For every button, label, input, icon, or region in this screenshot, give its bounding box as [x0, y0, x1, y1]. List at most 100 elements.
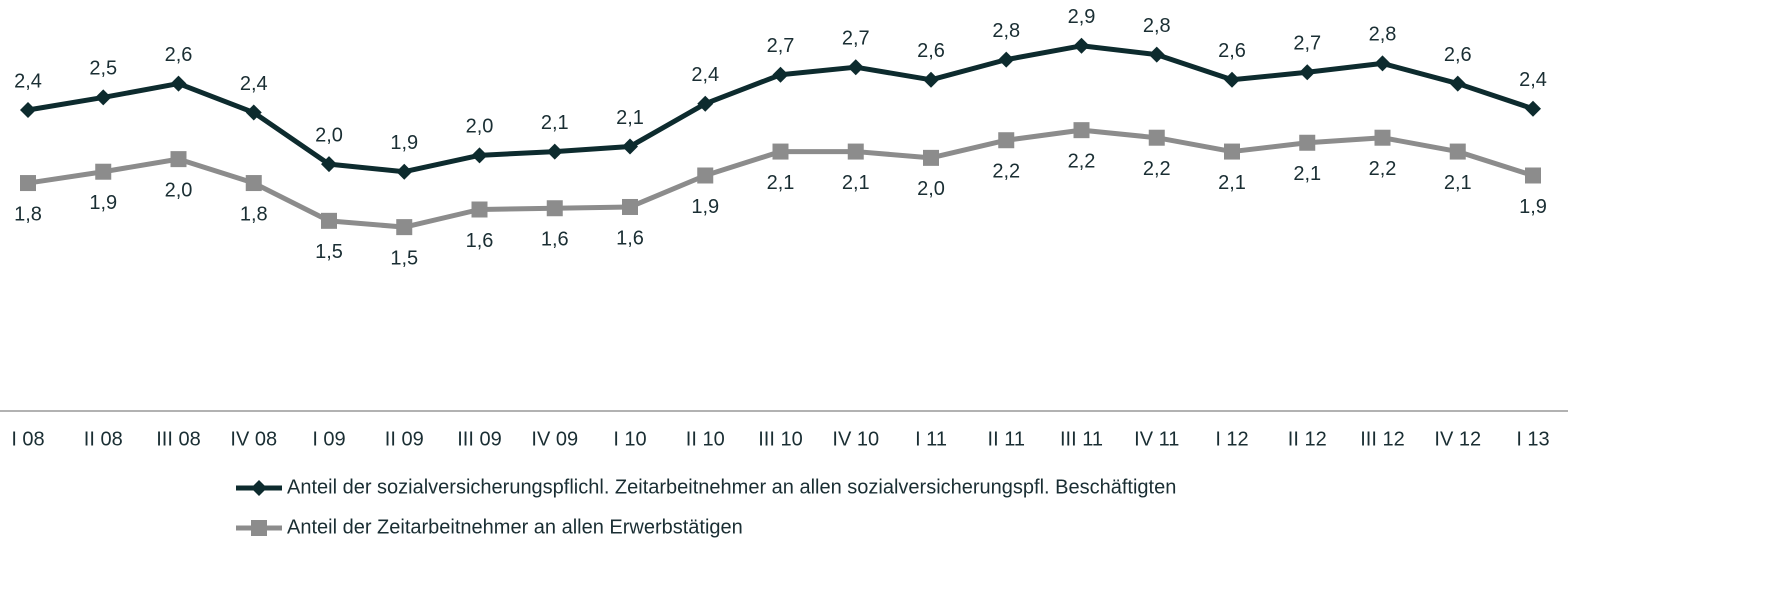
data-label: 1,6	[466, 230, 494, 252]
data-label: 2,1	[541, 112, 569, 134]
data-label: 2,0	[917, 178, 945, 200]
marker	[245, 104, 262, 121]
x-tick-label: IV 09	[531, 428, 578, 450]
x-tick-label: I 11	[915, 428, 947, 450]
x-tick-label: I 09	[312, 428, 345, 450]
data-label: 2,4	[14, 70, 42, 92]
marker	[20, 175, 36, 192]
data-label: 2,1	[1293, 163, 1321, 185]
x-tick-label: IV 08	[230, 428, 277, 450]
data-label: 2,4	[240, 73, 268, 95]
data-label: 1,9	[691, 196, 719, 218]
marker	[847, 143, 864, 160]
marker	[1224, 143, 1240, 160]
x-tick-label: III 11	[1060, 428, 1103, 450]
marker	[1148, 46, 1165, 63]
marker	[772, 143, 789, 160]
x-tick-label: I 13	[1516, 428, 1549, 450]
x-tick-label: IV 11	[1134, 428, 1179, 450]
marker	[321, 212, 337, 229]
data-label: 2,7	[767, 35, 795, 57]
marker	[396, 219, 413, 236]
marker	[697, 95, 714, 112]
data-label: 2,4	[691, 64, 719, 86]
marker	[1073, 122, 1090, 139]
marker	[546, 143, 563, 160]
marker	[1299, 64, 1316, 81]
x-tick-label: II 08	[84, 428, 123, 450]
x-tick-label: II 11	[988, 428, 1025, 450]
marker	[998, 51, 1015, 68]
x-tick-label: III 08	[156, 428, 200, 450]
marker	[170, 75, 187, 92]
marker	[1449, 143, 1466, 160]
data-label: 1,9	[1519, 196, 1547, 218]
data-label: 2,6	[1444, 44, 1472, 66]
marker	[622, 198, 638, 215]
marker	[546, 200, 563, 217]
legend-label: Anteil der Zeitarbeitnehmer an allen Erw…	[287, 516, 743, 538]
marker	[95, 163, 112, 180]
marker	[95, 89, 112, 106]
marker	[20, 102, 36, 119]
x-tick-label: II 09	[385, 428, 424, 450]
marker	[1374, 129, 1391, 146]
data-label: 2,8	[1143, 15, 1171, 37]
data-label: 1,8	[240, 203, 268, 225]
data-label: 2,1	[616, 107, 644, 129]
marker	[1148, 129, 1165, 146]
data-label: 1,5	[390, 247, 418, 269]
data-label: 2,8	[1369, 24, 1397, 46]
data-label: 1,9	[390, 132, 418, 154]
legend-marker	[251, 480, 267, 496]
x-tick-label: IV 12	[1434, 428, 1481, 450]
data-label: 2,0	[466, 116, 494, 138]
marker	[396, 163, 413, 180]
marker	[471, 201, 488, 218]
marker	[697, 167, 714, 184]
data-label: 1,6	[541, 229, 569, 251]
data-label: 2,9	[1068, 6, 1096, 28]
marker	[923, 71, 939, 88]
marker	[1224, 71, 1240, 88]
x-tick-label: I 10	[613, 428, 646, 450]
marker	[1299, 134, 1316, 151]
data-label: 2,6	[1218, 40, 1246, 62]
data-label: 1,9	[89, 192, 117, 214]
marker	[998, 132, 1015, 149]
x-tick-label: II 12	[1288, 428, 1327, 450]
data-label: 2,1	[1218, 172, 1246, 194]
marker	[1374, 55, 1391, 72]
data-label: 2,0	[165, 179, 193, 201]
data-label: 2,7	[842, 27, 870, 49]
marker	[1073, 37, 1090, 54]
marker	[622, 138, 638, 155]
marker	[471, 147, 488, 164]
marker	[1449, 75, 1466, 92]
x-tick-label: I 12	[1215, 428, 1248, 450]
marker	[923, 149, 939, 166]
legend-marker	[251, 520, 267, 536]
legend-label: Anteil der sozialversicherungspflichl. Z…	[287, 476, 1176, 498]
data-label: 2,2	[1143, 158, 1171, 180]
data-label: 2,1	[842, 172, 870, 194]
data-label: 2,5	[89, 58, 117, 80]
data-label: 2,2	[1068, 150, 1096, 172]
x-tick-label: III 09	[457, 428, 501, 450]
marker	[321, 156, 337, 173]
x-tick-label: III 10	[758, 428, 802, 450]
x-tick-label: II 10	[686, 428, 725, 450]
data-label: 2,4	[1519, 69, 1547, 91]
x-tick-label: I 08	[11, 428, 44, 450]
data-label: 2,6	[165, 44, 193, 66]
data-label: 2,8	[992, 20, 1020, 42]
data-label: 1,5	[315, 241, 343, 263]
marker	[772, 66, 789, 83]
x-tick-label: III 12	[1360, 428, 1404, 450]
marker	[1525, 167, 1541, 184]
x-tick-label: IV 10	[832, 428, 879, 450]
data-label: 1,6	[616, 227, 644, 249]
data-label: 2,1	[767, 172, 795, 194]
marker	[245, 175, 262, 192]
